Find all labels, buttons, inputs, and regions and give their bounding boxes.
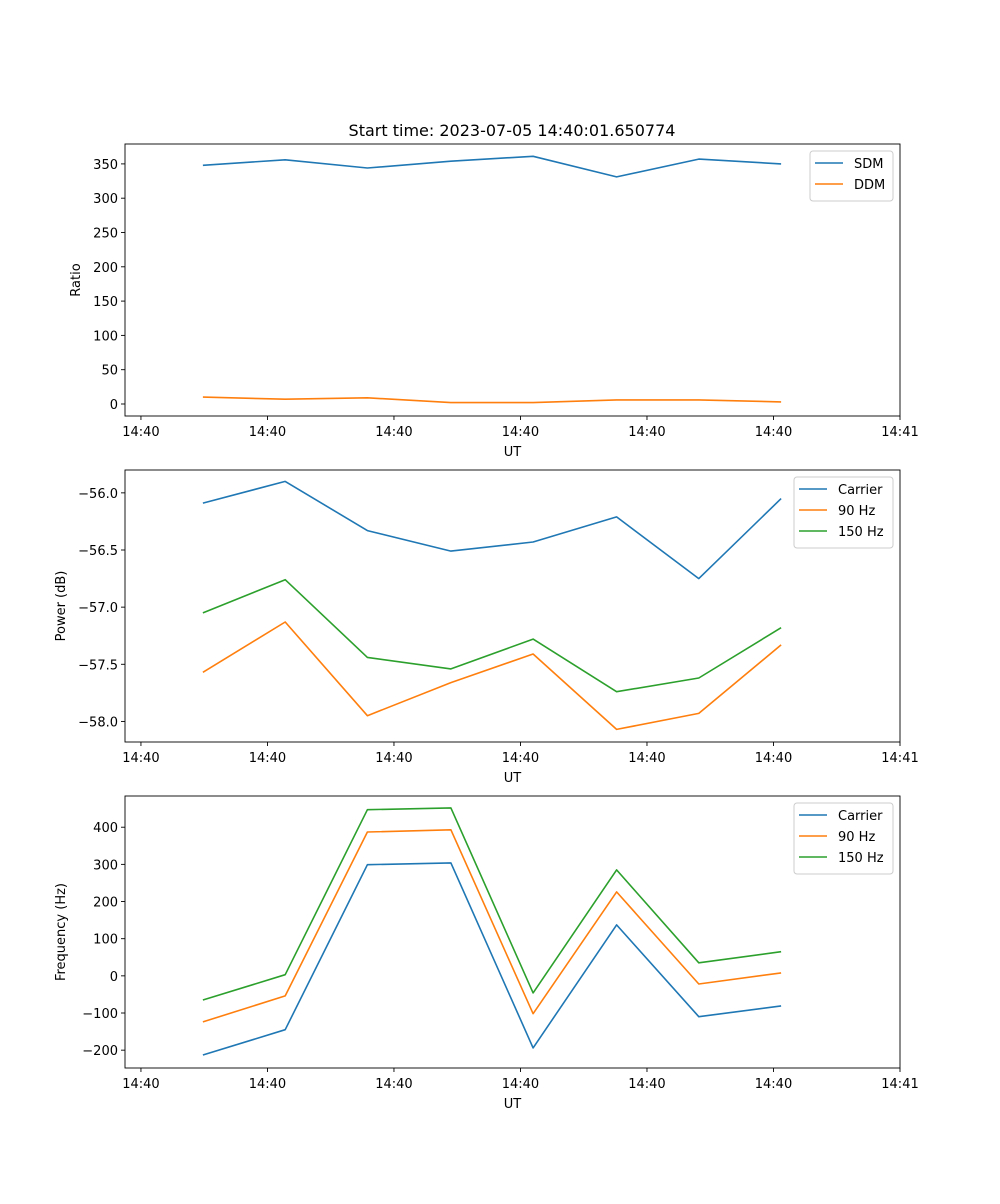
legend-label: Carrier (838, 809, 883, 824)
x-tick-label: 14:40 (755, 751, 792, 766)
y-tick-label: 250 (93, 226, 118, 241)
legend-label: Carrier (838, 483, 883, 498)
series-line-carrier (202, 480, 782, 580)
x-axis-label: UT (504, 771, 522, 786)
y-axis-label: Frequency (Hz) (54, 883, 69, 981)
y-tick-label: 200 (93, 261, 118, 276)
x-tick-label: 14:40 (122, 425, 159, 440)
y-tick-label: 300 (93, 192, 118, 207)
y-axis-label: Ratio (69, 263, 84, 296)
y-tick-label: −56.5 (78, 544, 118, 559)
x-tick-label: 14:40 (755, 1077, 792, 1092)
y-tick-label: 400 (93, 821, 118, 836)
legend-label: 150 Hz (838, 525, 884, 540)
legend-label: 90 Hz (838, 504, 875, 519)
x-tick-label: 14:40 (502, 425, 539, 440)
x-tick-label: 14:40 (249, 1077, 286, 1092)
x-tick-label: 14:40 (628, 425, 665, 440)
x-tick-label: 14:40 (249, 751, 286, 766)
x-tick-label: 14:41 (881, 1077, 918, 1092)
y-tick-label: 100 (93, 329, 118, 344)
series-line-90-hz (202, 621, 782, 731)
y-tick-label: −58.0 (78, 715, 118, 730)
legend: Carrier 90 Hz 150 Hz (793, 476, 894, 549)
y-tick-label: 200 (93, 896, 118, 911)
y-tick-label: 100 (93, 933, 118, 948)
legend: SDM DDM (809, 150, 894, 202)
x-tick-label: 14:40 (628, 1077, 665, 1092)
y-axis-label: Power (dB) (54, 571, 69, 642)
legend-label: SDM (854, 157, 883, 172)
series-line-carrier (202, 862, 782, 1056)
y-tick-label: 0 (110, 398, 118, 413)
subplot-2: 14:40 14:40 14:40 14:40 14:40 14:40 14:41 −56.0… (54, 469, 919, 786)
x-tick-label: 14:40 (628, 751, 665, 766)
legend-label: DDM (854, 178, 885, 193)
y-tick-label: 150 (93, 295, 118, 310)
x-axis-label: UT (504, 1097, 522, 1112)
subplot-3: 14:40 14:40 14:40 14:40 14:40 14:40 14:41 −200 −… (54, 795, 919, 1112)
series-line-90-hz (202, 828, 782, 1023)
axes-frame (124, 143, 901, 417)
x-tick-label: 14:40 (375, 425, 412, 440)
x-tick-label: 14:40 (502, 1077, 539, 1092)
x-axis-label: UT (504, 445, 522, 460)
x-tick-label: 14:40 (122, 1077, 159, 1092)
x-tick-label: 14:40 (375, 751, 412, 766)
x-tick-label: 14:40 (755, 425, 792, 440)
y-tick-label: −57.0 (78, 601, 118, 616)
y-tick-label: −57.5 (78, 658, 118, 673)
y-tick-label: 50 (101, 364, 118, 379)
y-tick-label: 350 (93, 158, 118, 173)
x-tick-label: 14:40 (249, 425, 286, 440)
x-tick-label: 14:41 (881, 425, 918, 440)
x-tick-label: 14:40 (502, 751, 539, 766)
x-tick-label: 14:41 (881, 751, 918, 766)
legend-label: 90 Hz (838, 830, 875, 845)
axes-frame (124, 469, 901, 743)
figure-title: Start time: 2023-07-05 14:40:01.650774 (349, 121, 676, 140)
series-line-ddm (202, 396, 782, 404)
series-line-150-hz (202, 578, 782, 693)
axes-frame (124, 795, 901, 1069)
y-tick-label: −200 (82, 1044, 118, 1059)
legend-label: 150 Hz (838, 851, 884, 866)
x-tick-label: 14:40 (122, 751, 159, 766)
y-tick-label: 300 (93, 858, 118, 873)
y-tick-label: −56.0 (78, 487, 118, 502)
y-tick-label: −100 (82, 1007, 118, 1022)
y-tick-label: 0 (110, 970, 118, 985)
legend: Carrier 90 Hz 150 Hz (793, 802, 894, 875)
subplot-1: 14:40 14:40 14:40 14:40 14:40 14:40 14:41 0 50 10… (69, 143, 919, 460)
x-tick-label: 14:40 (375, 1077, 412, 1092)
series-line-sdm (202, 155, 782, 178)
series-line-150-hz (202, 807, 782, 1001)
